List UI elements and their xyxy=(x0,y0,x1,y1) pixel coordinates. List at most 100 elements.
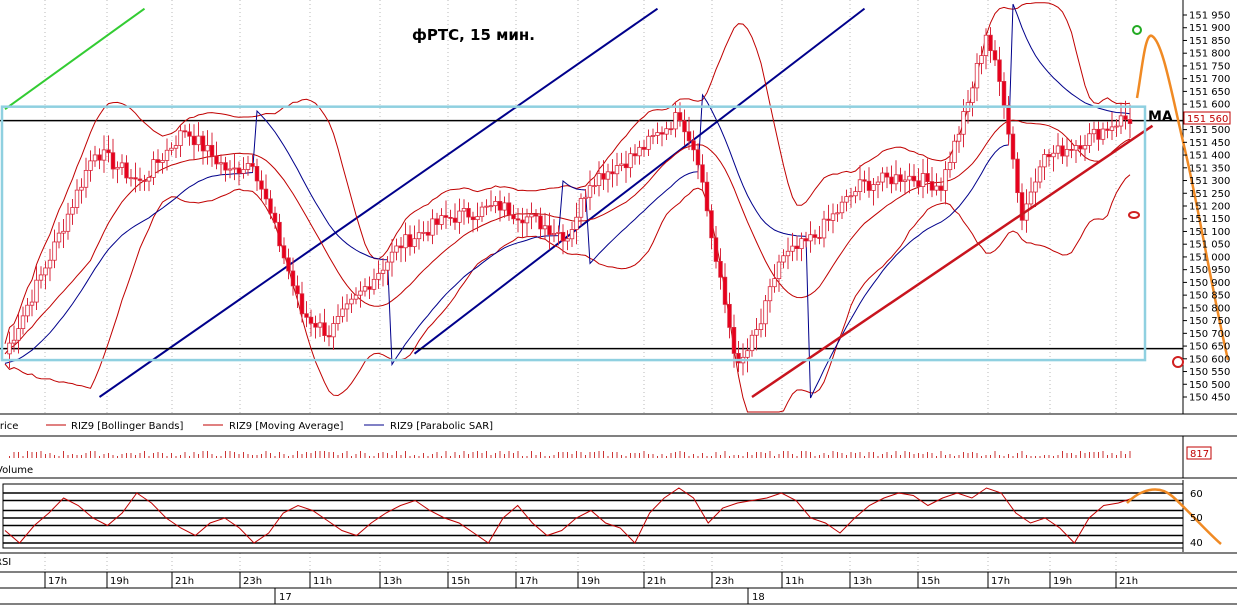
candle-bear xyxy=(110,152,116,170)
candle-bear xyxy=(929,181,935,191)
candle-bear xyxy=(812,234,818,238)
candle-bull xyxy=(875,181,881,185)
candle-bear xyxy=(520,219,525,224)
price-tick-label: 151 350 xyxy=(1189,163,1230,174)
candle-bull xyxy=(542,225,548,230)
candle-bull xyxy=(335,315,341,324)
candle-bear xyxy=(1010,133,1016,160)
candle-bull xyxy=(767,286,773,302)
parabolic-sar xyxy=(4,3,1131,399)
candle-bull xyxy=(79,186,84,191)
candle-bull xyxy=(484,205,489,208)
candle-bear xyxy=(1069,148,1074,151)
candle-bear xyxy=(898,174,903,182)
candle-bull xyxy=(101,149,107,161)
candle-bull xyxy=(920,173,926,187)
overlay-lines-back xyxy=(0,7,1183,398)
candle-bull xyxy=(52,241,57,261)
rsi-line xyxy=(4,487,1222,545)
candle-bear xyxy=(254,166,260,182)
candle-bear xyxy=(794,245,800,250)
candle-bull xyxy=(1114,125,1119,128)
hour-label: 13h xyxy=(853,576,872,587)
hour-labels: 17h 19h 21h 23h 11h 13h 15h 17h 19h 21h 23h 11h 13h 1… xyxy=(44,572,1138,588)
candle-bear xyxy=(236,167,242,174)
candle-bull xyxy=(169,147,174,151)
red-marker xyxy=(1128,211,1140,219)
candle-bull xyxy=(7,342,12,355)
price-tick-label: 151 150 xyxy=(1189,214,1230,225)
candle-bull xyxy=(461,208,467,212)
hour-label: 19h xyxy=(110,576,129,587)
candle-bull xyxy=(551,232,557,236)
candle-bear xyxy=(610,171,615,175)
candle-bear xyxy=(448,216,453,219)
candle-bull xyxy=(970,87,975,104)
candle-bear xyxy=(133,177,138,180)
candle-bear xyxy=(722,276,728,305)
candle-bear xyxy=(1046,154,1052,158)
candle-bull xyxy=(763,300,768,325)
candle-bear xyxy=(209,144,215,157)
candle-bull xyxy=(1100,128,1106,140)
candle-bear xyxy=(601,173,606,180)
candle-bear xyxy=(259,180,264,190)
candle-bear xyxy=(182,130,188,133)
rsi-label: RSI xyxy=(0,557,11,568)
candle-bull xyxy=(1037,166,1043,183)
candle-bull xyxy=(848,195,854,198)
candle-bear xyxy=(263,188,269,200)
candle-bull xyxy=(430,218,435,236)
candle-bull xyxy=(583,196,588,199)
hour-label: 17h xyxy=(48,576,67,587)
hour-label: 23h xyxy=(243,576,262,587)
candle-bear xyxy=(862,179,867,182)
legend-parabolic-sar: RIZ9 [Parabolic SAR] xyxy=(390,421,493,432)
candle-bull xyxy=(502,202,507,211)
candle-bull xyxy=(83,170,89,188)
candle-bull xyxy=(205,144,210,152)
candle-bull xyxy=(385,261,390,271)
legend-bollinger: RIZ9 [Bollinger Bands] xyxy=(71,421,184,432)
candle-bear xyxy=(511,214,516,220)
candle-bull xyxy=(961,111,966,135)
candle-bull xyxy=(488,205,494,208)
candle-bull xyxy=(1118,115,1124,127)
candle-bull xyxy=(412,238,417,248)
candle-bull xyxy=(164,149,170,161)
price-tick-label: 151 250 xyxy=(1189,189,1230,200)
candle-bear xyxy=(718,261,723,278)
bollinger-bands xyxy=(4,2,1131,413)
red-marker-low xyxy=(1172,356,1184,368)
candle-bear xyxy=(124,162,129,179)
candle-bull xyxy=(88,160,93,171)
candle-bull xyxy=(173,145,179,149)
green-trend-line xyxy=(4,7,146,111)
candle-bear xyxy=(290,270,296,287)
candle-bear xyxy=(398,245,404,249)
candle-bull xyxy=(92,154,98,162)
candle-bull xyxy=(160,160,165,163)
candle-bear xyxy=(308,316,314,324)
candle-bear xyxy=(1019,192,1025,221)
candle-bull xyxy=(853,191,858,197)
candle-bear xyxy=(623,163,629,169)
candle-bear xyxy=(736,352,741,364)
candle-bear xyxy=(889,176,894,185)
candle-bear xyxy=(367,286,372,290)
candle-bull xyxy=(218,162,224,165)
time-axis: 17h 19h 21h 23h 11h 13h 15h 17h 19h 21h 23h 11h 13h 1… xyxy=(0,571,1237,605)
candle-bull xyxy=(893,174,899,185)
candle-bear xyxy=(538,215,543,230)
hour-label: 15h xyxy=(451,576,470,587)
candle-bull xyxy=(956,133,962,142)
candle-bear xyxy=(803,238,809,242)
candle-bear xyxy=(286,257,291,272)
ma-annotation: MA xyxy=(1148,109,1173,125)
moving-average xyxy=(4,119,1131,355)
candle-bull xyxy=(11,339,17,344)
candle-bear xyxy=(704,181,710,212)
candle-bear xyxy=(1123,115,1128,120)
candle-bull xyxy=(1082,145,1088,150)
candle-bear xyxy=(547,225,552,236)
